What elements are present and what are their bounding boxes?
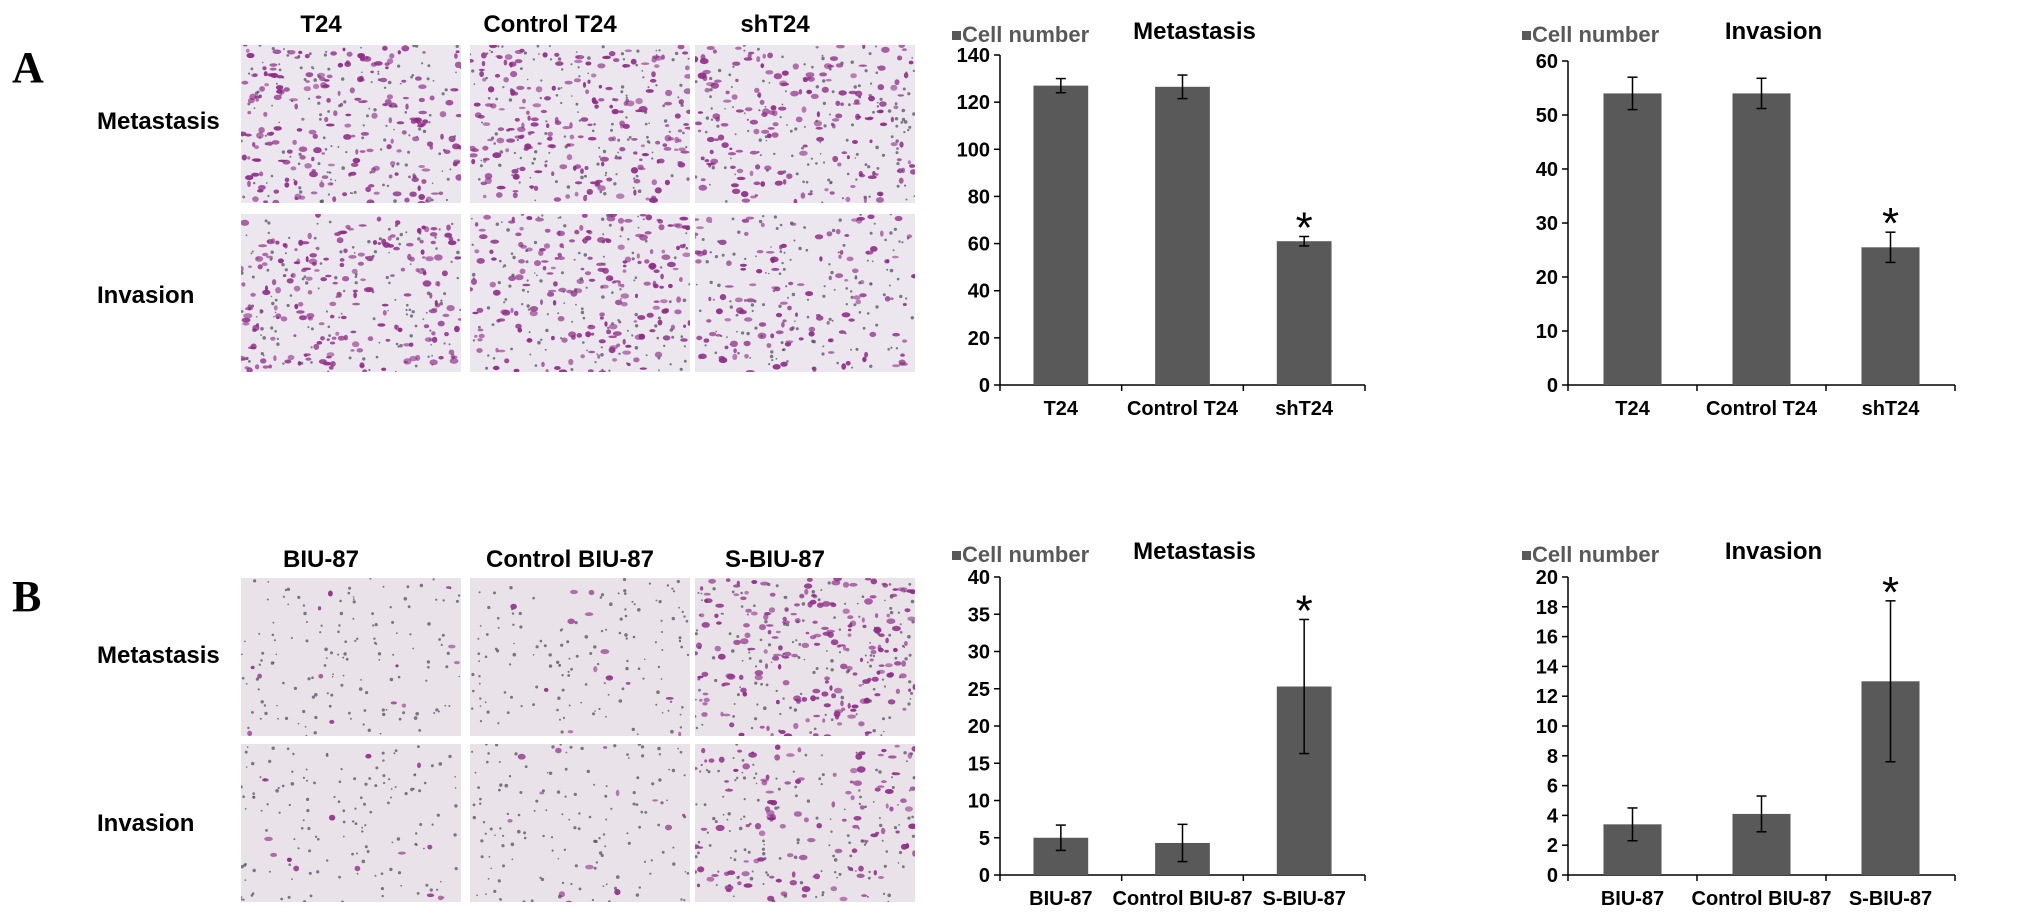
chart-3-x-tick-label: BIU-87 (1601, 888, 1664, 910)
chart-0-title: Metastasis (1133, 18, 1256, 45)
chart-0-y-tick-label: 0 (979, 375, 990, 397)
micrograph-a-metastasis-t24 (241, 45, 461, 203)
chart-1-bar (1861, 247, 1920, 385)
chart-2-legend-swatch (952, 551, 961, 560)
row-label-invasion-a: Invasion (97, 282, 195, 309)
chart-2-title: Metastasis (1133, 538, 1256, 565)
panel-label-a: A (12, 43, 44, 92)
chart-2-y-tick-label: 10 (968, 791, 990, 813)
chart-2-y-tick-label: 30 (968, 642, 990, 664)
chart-1-legend-label: Cell number (1532, 22, 1660, 47)
column-label-t24: T24 (300, 11, 342, 38)
chart-2-y-tick-label: 25 (968, 679, 990, 701)
chart-0-legend-swatch (952, 31, 961, 40)
row-label-metastasis-a: Metastasis (97, 108, 220, 135)
chart-3-x-tick-label: S-BIU-87 (1849, 888, 1932, 910)
chart-b-metastasis: Cell number Metastasis 0 5 10 15 20 25 30 35 40 BIU… (952, 538, 1366, 910)
chart-3-significance-star: * (1882, 568, 1899, 617)
chart-0-y-tick-label: 40 (968, 281, 990, 303)
chart-1-y-tick-label: 20 (1536, 267, 1558, 289)
chart-3-y-tick-label: 10 (1536, 716, 1558, 738)
chart-1-y-tick-label: 60 (1536, 51, 1558, 73)
chart-3-y-tick-label: 20 (1536, 567, 1558, 589)
chart-2-y-tick-label: 5 (979, 828, 990, 850)
chart-1-x-tick-label: T24 (1615, 398, 1650, 420)
chart-1-y-tick-label: 10 (1536, 321, 1558, 343)
chart-0-y-tick-label: 20 (968, 328, 990, 350)
micrograph-b-invasion-biu-87 (241, 744, 461, 902)
micrograph-b-metastasis-control-biu-87 (470, 578, 690, 736)
chart-1-x-tick-label: Control T24 (1706, 398, 1818, 420)
chart-2-significance-star: * (1296, 586, 1313, 635)
micrograph-a-metastasis-control-t24 (470, 45, 690, 203)
chart-0-x-tick-label: T24 (1044, 398, 1079, 420)
chart-0-legend-label: Cell number (962, 22, 1090, 47)
chart-1-y-tick-label: 0 (1547, 375, 1558, 397)
column-label-biu-87: BIU-87 (282, 546, 360, 573)
column-label-control-t24: Control T24 (483, 11, 617, 38)
chart-1-x-tick-label: shT24 (1862, 398, 1921, 420)
chart-3-title: Invasion (1725, 538, 1822, 565)
chart-2-x-tick-label: Control BIU-87 (1113, 888, 1253, 910)
micrograph-b-metastasis-s-biu-87 (695, 578, 915, 736)
chart-2-y-tick-label: 40 (968, 567, 990, 589)
chart-1-y-tick-label: 40 (1536, 159, 1558, 181)
chart-0-y-tick-label: 80 (968, 186, 990, 208)
chart-1-bar (1732, 93, 1791, 386)
chart-b-invasion: Cell number Invasion 0 2 4 6 8 10 12 14 16 18 20 BIU-… (1522, 538, 1956, 910)
micrograph-a-invasion-control-t24 (470, 214, 690, 372)
chart-0-bar (1033, 85, 1089, 386)
chart-3-y-tick-label: 18 (1536, 597, 1558, 619)
chart-1-title: Invasion (1725, 18, 1822, 45)
chart-0-x-tick-label: shT24 (1275, 398, 1334, 420)
chart-3-legend-label: Cell number (1532, 542, 1660, 567)
micrograph-b-invasion-control-biu-87 (470, 744, 690, 902)
chart-0-bar (1155, 86, 1210, 386)
chart-3-y-tick-label: 16 (1536, 627, 1558, 649)
chart-2-y-tick-label: 20 (968, 716, 990, 738)
chart-0-y-tick-label: 120 (957, 92, 990, 114)
chart-3-x-tick-label: Control BIU-87 (1692, 888, 1832, 910)
chart-2-y-tick-label: 35 (968, 604, 990, 626)
chart-3-y-tick-label: 8 (1547, 746, 1558, 768)
column-label-sht24: shT24 (740, 11, 810, 38)
chart-0-x-tick-label: Control T24 (1127, 398, 1239, 420)
micrograph-b-metastasis-biu-87 (241, 578, 461, 736)
chart-0-y-tick-label: 60 (968, 234, 990, 256)
micrograph-a-invasion-sht24 (695, 214, 915, 372)
chart-1-significance-star: * (1882, 199, 1899, 248)
chart-0-significance-star: * (1296, 204, 1313, 253)
column-label-s-biu-87: S-BIU-87 (724, 546, 826, 573)
chart-0-y-tick-label: 140 (957, 45, 990, 67)
chart-3-y-tick-label: 0 (1547, 865, 1558, 887)
micrograph-b-invasion-s-biu-87 (695, 744, 915, 902)
micrograph-a-invasion-t24 (241, 214, 461, 372)
chart-3-y-tick-label: 6 (1547, 776, 1558, 798)
chart-3-y-tick-label: 14 (1536, 656, 1559, 678)
chart-2-x-tick-label: BIU-87 (1029, 888, 1092, 910)
chart-3-legend-swatch (1522, 551, 1531, 560)
chart-1-legend-swatch (1522, 31, 1531, 40)
chart-1-y-tick-label: 50 (1536, 105, 1558, 127)
column-label-control-biu-87: Control BIU-87 (486, 546, 654, 573)
chart-1-y-tick-label: 30 (1536, 213, 1558, 235)
chart-2-x-tick-label: S-BIU-87 (1262, 888, 1345, 910)
chart-3-y-tick-label: 4 (1547, 805, 1559, 827)
chart-1-bar (1603, 93, 1662, 386)
chart-3-y-tick-label: 2 (1547, 835, 1558, 857)
panel-label-b: B (12, 572, 42, 621)
row-label-metastasis-b: Metastasis (97, 642, 220, 669)
chart-2-legend-label: Cell number (962, 542, 1090, 567)
chart-2-y-tick-label: 0 (979, 865, 990, 887)
chart-2-y-tick-label: 15 (968, 753, 990, 775)
chart-a-invasion: Cell number Invasion 0 10 20 30 40 50 60 T24 Contr… (1522, 18, 1956, 420)
chart-a-metastasis: Cell number Metastasis 0 20 40 60 80 100 120 140 T… (952, 18, 1366, 420)
row-label-invasion-b: Invasion (97, 810, 195, 837)
micrograph-a-metastasis-sht24 (695, 45, 915, 203)
chart-0-y-tick-label: 100 (957, 139, 990, 161)
chart-0-bar (1276, 241, 1332, 385)
chart-3-y-tick-label: 12 (1536, 686, 1558, 708)
